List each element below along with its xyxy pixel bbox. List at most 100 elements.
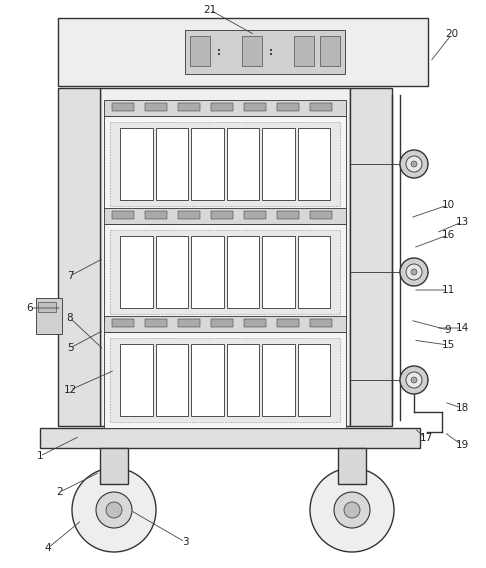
Text: 17: 17: [419, 433, 433, 443]
Circle shape: [411, 377, 417, 383]
Bar: [178, 319, 200, 327]
Bar: [120, 236, 153, 308]
Bar: [277, 211, 299, 219]
Bar: [338, 448, 366, 484]
Circle shape: [400, 150, 428, 178]
Circle shape: [400, 258, 428, 286]
Bar: [262, 344, 295, 416]
Bar: [226, 236, 259, 308]
Bar: [244, 211, 266, 219]
Bar: [244, 103, 266, 111]
Bar: [104, 100, 346, 116]
Text: 21: 21: [203, 5, 217, 15]
Bar: [226, 344, 259, 416]
Bar: [226, 128, 259, 200]
Bar: [310, 211, 332, 219]
Circle shape: [411, 161, 417, 167]
Bar: [211, 103, 233, 111]
Circle shape: [406, 156, 422, 172]
Bar: [277, 103, 299, 111]
Circle shape: [334, 492, 370, 528]
Bar: [320, 36, 340, 66]
Bar: [38, 302, 56, 312]
Circle shape: [310, 468, 394, 552]
Text: :: :: [269, 47, 273, 57]
Bar: [104, 208, 346, 224]
Bar: [112, 211, 134, 219]
Bar: [156, 128, 188, 200]
Bar: [36, 298, 62, 334]
Bar: [294, 36, 314, 66]
Bar: [262, 128, 295, 200]
Bar: [297, 128, 330, 200]
Bar: [191, 236, 224, 308]
Bar: [100, 448, 128, 484]
Text: 9: 9: [445, 325, 451, 335]
Text: 4: 4: [45, 543, 52, 553]
Bar: [104, 316, 346, 332]
Bar: [112, 319, 134, 327]
Bar: [145, 319, 167, 327]
Bar: [191, 344, 224, 416]
Text: :: :: [217, 47, 221, 57]
Text: 18: 18: [455, 403, 469, 413]
Bar: [190, 36, 210, 66]
Bar: [145, 211, 167, 219]
Circle shape: [406, 264, 422, 280]
Bar: [120, 344, 153, 416]
Bar: [120, 128, 153, 200]
Circle shape: [400, 366, 428, 394]
Bar: [185, 30, 345, 74]
Text: 1: 1: [36, 451, 43, 461]
Text: 13: 13: [455, 217, 469, 227]
Bar: [178, 211, 200, 219]
Text: 7: 7: [67, 271, 73, 281]
Bar: [110, 122, 340, 206]
Bar: [112, 103, 134, 111]
Bar: [104, 116, 346, 212]
Bar: [277, 319, 299, 327]
Circle shape: [411, 269, 417, 275]
Bar: [350, 88, 392, 426]
Bar: [310, 103, 332, 111]
Bar: [178, 103, 200, 111]
Text: 15: 15: [441, 340, 454, 350]
Text: 3: 3: [182, 537, 188, 547]
Circle shape: [72, 468, 156, 552]
Bar: [104, 332, 346, 428]
Text: 19: 19: [455, 440, 469, 450]
Circle shape: [106, 502, 122, 518]
Circle shape: [96, 492, 132, 528]
Bar: [156, 344, 188, 416]
Bar: [110, 338, 340, 422]
Bar: [100, 88, 350, 426]
Text: 20: 20: [446, 29, 459, 39]
Bar: [104, 224, 346, 320]
Bar: [244, 319, 266, 327]
Bar: [310, 319, 332, 327]
Bar: [297, 344, 330, 416]
Text: 8: 8: [67, 313, 73, 323]
Text: 5: 5: [67, 343, 73, 353]
Bar: [110, 230, 340, 314]
Text: 11: 11: [441, 285, 454, 295]
Bar: [211, 319, 233, 327]
Text: 2: 2: [57, 487, 63, 497]
Bar: [297, 236, 330, 308]
Text: 12: 12: [63, 385, 77, 395]
Bar: [145, 103, 167, 111]
Bar: [156, 236, 188, 308]
Circle shape: [344, 502, 360, 518]
Text: 6: 6: [27, 303, 34, 313]
Bar: [58, 88, 100, 426]
Bar: [242, 36, 262, 66]
Bar: [191, 128, 224, 200]
Text: 14: 14: [455, 323, 469, 333]
Bar: [58, 18, 428, 86]
Text: 16: 16: [441, 230, 454, 240]
Bar: [211, 211, 233, 219]
Bar: [40, 428, 420, 448]
Circle shape: [406, 372, 422, 388]
Text: 10: 10: [441, 200, 454, 210]
Bar: [262, 236, 295, 308]
